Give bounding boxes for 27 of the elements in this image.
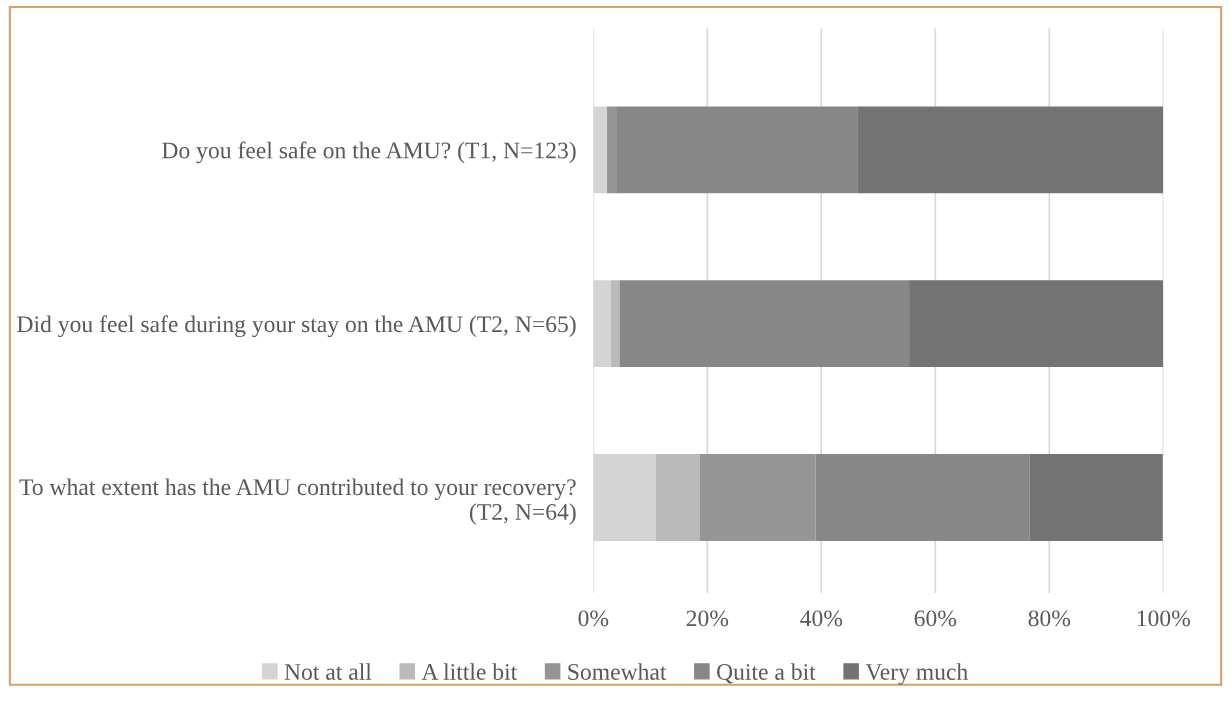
legend-label: Somewhat — [568, 663, 667, 680]
y-tick-label: Did you feel safe during your stay on the AMU (T2, N=65) — [17, 315, 576, 338]
bar — [857, 106, 1164, 194]
legend-label: Not at all — [284, 663, 372, 680]
y-tick-label: To what extent has the AMU contributed to your recovery? (T2, N=64) — [19, 478, 576, 525]
x-tick-label: 40% — [800, 610, 843, 627]
x-tick-label: 20% — [686, 610, 729, 627]
x-tick-label: 80% — [1028, 610, 1071, 627]
bar — [655, 454, 700, 541]
legend-label: Quite a bit — [717, 663, 816, 684]
bar — [699, 454, 816, 541]
bar — [607, 106, 617, 194]
bar — [593, 106, 608, 194]
x-tick-label: 60% — [914, 610, 957, 627]
bar — [593, 454, 656, 541]
bar — [1029, 454, 1163, 541]
legend-label: A little bit — [421, 663, 518, 680]
bar — [909, 280, 1164, 368]
legend-label: Very much — [865, 663, 968, 685]
bar — [619, 280, 910, 368]
bar — [815, 454, 1030, 541]
bar — [611, 280, 620, 368]
bar — [593, 280, 612, 368]
bar — [616, 106, 858, 194]
x-tick-label: 100% — [1137, 610, 1191, 627]
x-tick-label: 0% — [578, 610, 609, 627]
y-tick-label: Do you feel safe on the AMU? (T1, N=123) — [162, 141, 576, 164]
